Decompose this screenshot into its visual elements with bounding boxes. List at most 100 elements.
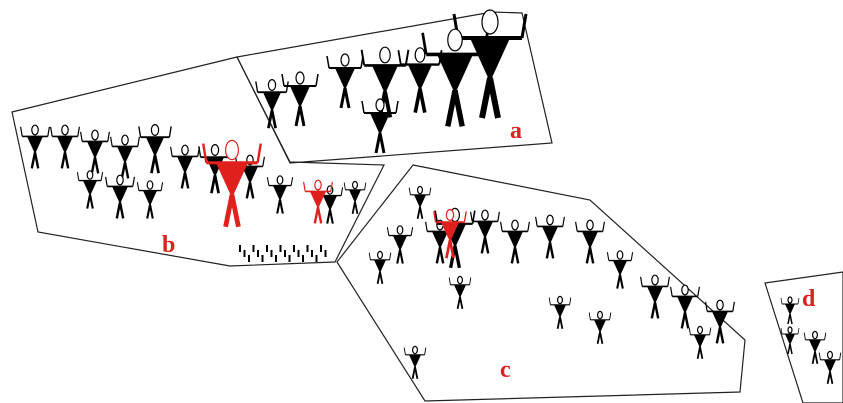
- figure-part: [380, 133, 384, 153]
- figure-part: [414, 195, 426, 208]
- figure-part: [668, 277, 670, 287]
- figure-part: [277, 176, 283, 184]
- figure-part: [138, 137, 140, 147]
- figure-part: [600, 332, 602, 344]
- figure-part: [400, 250, 403, 264]
- figure-part: [32, 125, 38, 135]
- figure-part: [387, 227, 388, 235]
- rock-art-drawing: a b c d: [0, 0, 843, 403]
- figure-part: [268, 80, 275, 91]
- figure-part: [420, 89, 425, 113]
- figure-part: [598, 311, 603, 318]
- figure-part: [106, 177, 108, 187]
- figure-part: [258, 144, 261, 163]
- figure-part: [603, 222, 605, 232]
- figure-part: [470, 278, 471, 285]
- figure-part: [232, 195, 238, 227]
- figure-part: [143, 191, 157, 206]
- figure-part: [250, 182, 253, 198]
- figure-part: [788, 297, 792, 303]
- figure-part: [161, 182, 162, 190]
- figure-part: [549, 298, 550, 305]
- figure-part: [582, 231, 598, 249]
- figure-part: [296, 72, 304, 84]
- figure-part: [813, 331, 818, 338]
- figure-part: [378, 251, 383, 258]
- figure-part: [77, 172, 78, 180]
- figure-part: [706, 302, 708, 312]
- figure-part: [677, 296, 693, 314]
- figure-part: [282, 74, 284, 86]
- figure-part: [90, 195, 93, 209]
- figure-part: [788, 327, 792, 333]
- figure-part: [587, 220, 593, 230]
- figure-part: [700, 347, 702, 359]
- figure-part: [291, 177, 292, 185]
- figure-part: [57, 136, 73, 154]
- figure-part: [590, 247, 593, 263]
- figure-part: [280, 200, 283, 214]
- figure-part: [87, 141, 103, 159]
- figure-part: [558, 296, 563, 303]
- figure-part: [256, 81, 258, 92]
- figure-part: [323, 196, 337, 211]
- figure-part: [267, 177, 268, 185]
- figure-part: [117, 146, 133, 164]
- figure-part: [464, 211, 466, 222]
- figure-part: [455, 90, 462, 126]
- figure-part: [353, 181, 358, 188]
- figure-part: [316, 74, 318, 86]
- figure-part: [515, 247, 518, 263]
- figure-part: [425, 348, 426, 355]
- figure-part: [610, 313, 611, 320]
- figure-part: [490, 78, 498, 118]
- figure-part: [594, 320, 606, 333]
- figure-part: [482, 210, 488, 220]
- figure-part: [101, 172, 102, 180]
- figure-part: [169, 126, 171, 137]
- figure-part: [393, 236, 407, 251]
- figure-part: [824, 360, 836, 373]
- figure-part: [717, 300, 723, 310]
- figure-part: [420, 207, 422, 219]
- figure-part: [804, 333, 805, 340]
- figure-part: [27, 136, 43, 154]
- figure-part: [51, 127, 53, 137]
- figure-part: [108, 132, 110, 142]
- figure-part: [655, 302, 658, 318]
- figure-part: [95, 157, 98, 173]
- figure-part: [720, 327, 723, 343]
- figure-part: [652, 275, 658, 285]
- figure-part: [83, 181, 97, 196]
- figure-part: [507, 231, 523, 249]
- figure-part: [139, 126, 141, 137]
- figure-part: [448, 29, 462, 51]
- figure-part: [376, 99, 384, 111]
- figure-part: [374, 260, 386, 273]
- figure-part: [263, 92, 281, 112]
- figure-part: [430, 188, 431, 195]
- figure-part: [482, 10, 498, 34]
- figure-part: [411, 227, 412, 235]
- figure-part: [125, 162, 128, 178]
- figure-part: [437, 54, 473, 94]
- figure-part: [512, 220, 518, 230]
- figure-part: [341, 187, 342, 195]
- figure-part: [785, 334, 795, 345]
- figure-part: [698, 287, 700, 297]
- figure-part: [477, 221, 493, 239]
- figure-part: [310, 191, 326, 209]
- figure-part: [432, 231, 448, 249]
- figure-part: [547, 215, 553, 225]
- figure-part: [671, 287, 673, 297]
- figure-part: [698, 326, 703, 333]
- figure-part: [426, 222, 428, 232]
- figure-part: [81, 132, 83, 142]
- figure-part: [712, 311, 728, 329]
- figure-part: [362, 101, 364, 113]
- figure-part: [798, 328, 799, 334]
- figure-part: [682, 285, 688, 295]
- figure-part: [355, 202, 357, 214]
- figure-part: [349, 190, 361, 203]
- figure-part: [641, 277, 643, 287]
